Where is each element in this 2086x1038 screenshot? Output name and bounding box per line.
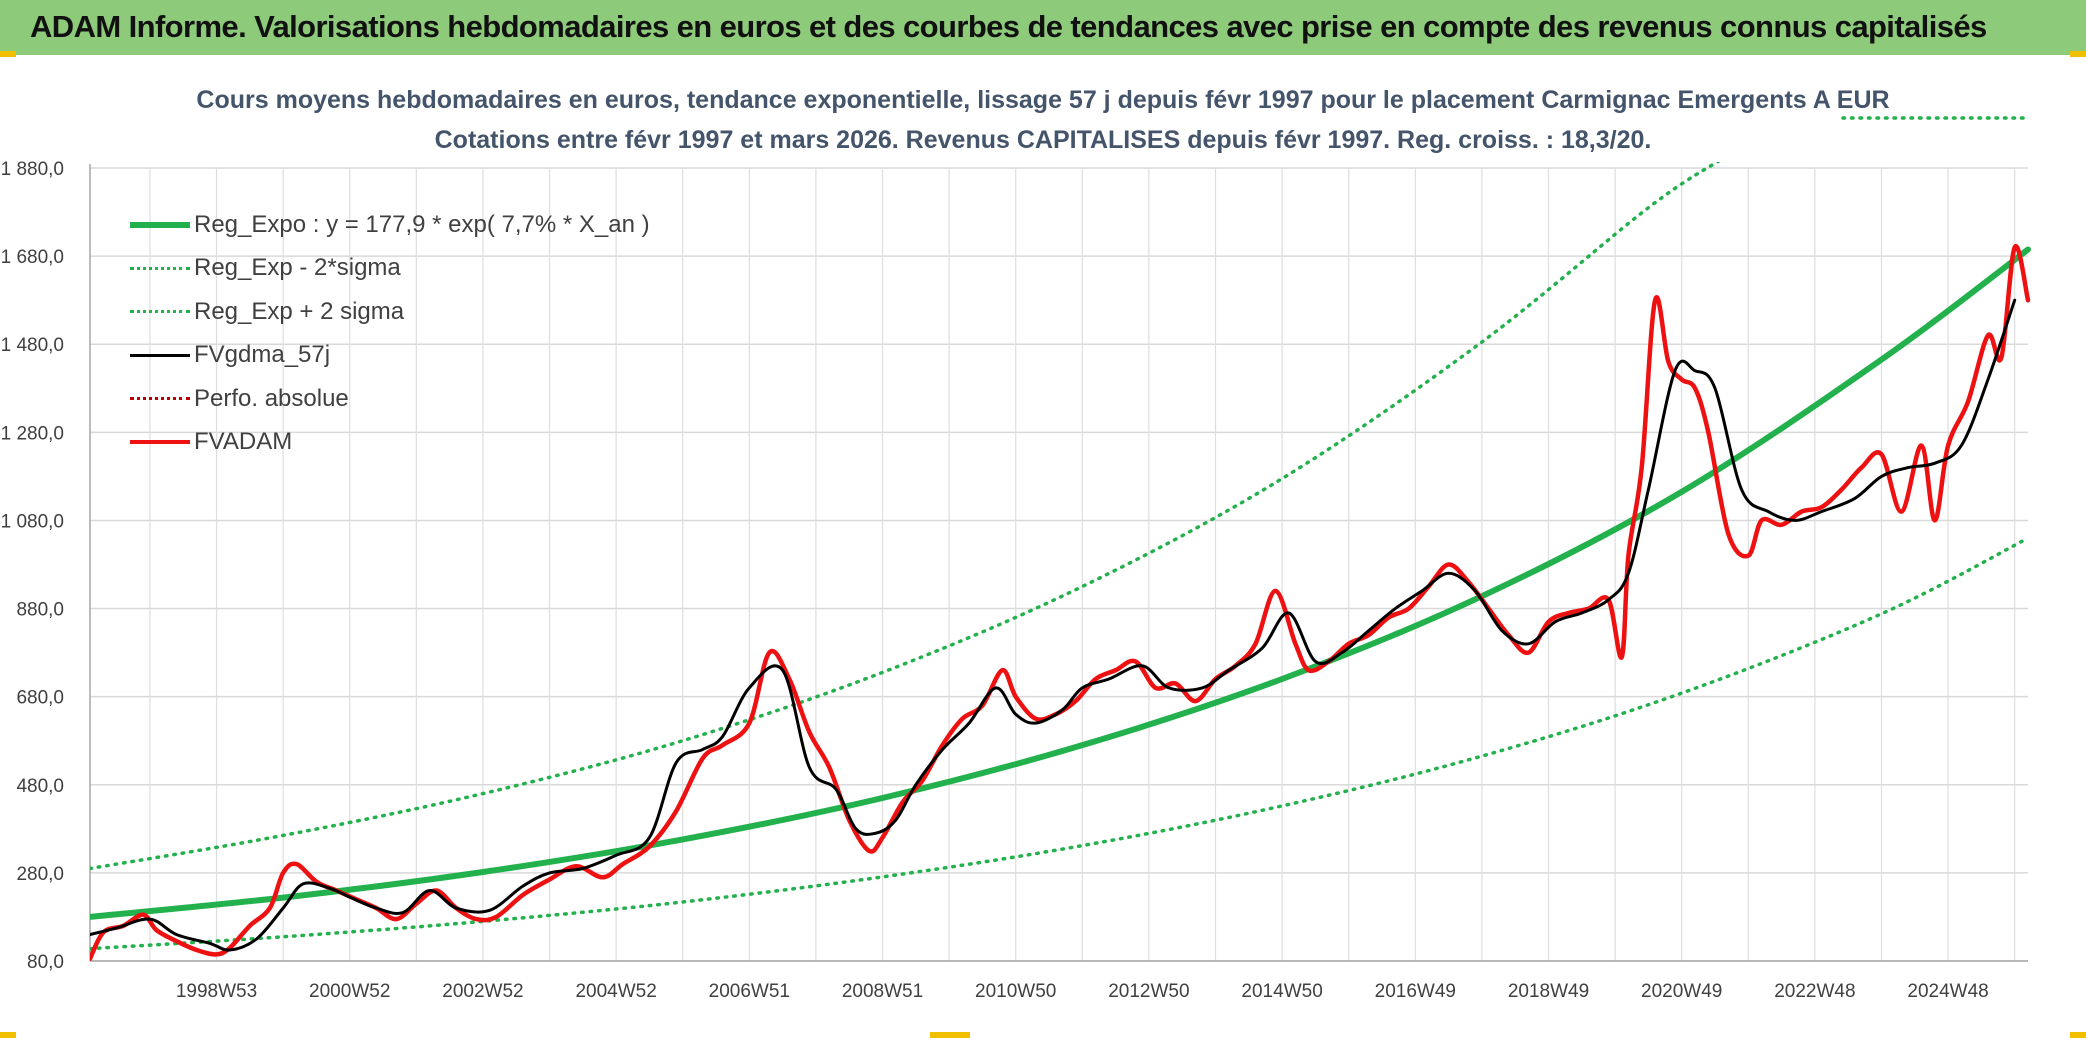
- legend-label: Reg_Exp + 2 sigma: [194, 297, 405, 325]
- series-line-reg-exp-2-sigma: [90, 162, 1721, 871]
- legend-swatch: [130, 440, 190, 445]
- x-tick-label: 2010W50: [975, 981, 1056, 1002]
- bottom-accent-right: [2070, 1032, 2086, 1038]
- y-tick-label: 1 480,0: [1, 335, 64, 356]
- x-tick-label: 2004W52: [575, 981, 656, 1002]
- y-tick-label: 1 680,0: [1, 247, 64, 268]
- legend-swatch: [130, 397, 190, 401]
- x-tick-label: 2012W50: [1108, 981, 1189, 1002]
- x-tick-label: 2016W49: [1375, 981, 1456, 1002]
- y-tick-label: 680,0: [16, 688, 64, 709]
- series-line-fvgdma-57j: [90, 298, 2017, 952]
- y-tick-label: 880,0: [16, 600, 64, 621]
- header-banner: ADAM Informe. Valorisations hebdomadaire…: [0, 0, 2086, 55]
- x-tick-label: 2002W52: [442, 981, 523, 1002]
- legend-item: Reg_Exp + 2 sigma: [130, 290, 650, 334]
- corner-accent-right: [2070, 51, 2086, 57]
- legend-label: Reg_Expo : y = 177,9 * exp( 7,7% * X_an …: [194, 210, 650, 238]
- series-lines: [90, 162, 2031, 961]
- x-tick-label: 2008W51: [842, 981, 923, 1002]
- y-tick-label: 480,0: [16, 776, 64, 797]
- chart-subtitle: Cotations entre févr 1997 et mars 2026. …: [434, 126, 1652, 154]
- legend-swatch: [130, 353, 190, 357]
- legend-item: FVADAM: [130, 421, 650, 465]
- x-tick-label: 2014W50: [1241, 981, 1322, 1002]
- legend-item: FVgdma_57j: [130, 334, 650, 378]
- legend-label: FVADAM: [194, 428, 293, 456]
- chart-title: Cours moyens hebdomadaires en euros, ten…: [196, 86, 1890, 114]
- legend-label: Perfo. absolue: [194, 384, 349, 412]
- legend-item: Reg_Exp - 2*sigma: [130, 247, 650, 291]
- legend-item: Perfo. absolue: [130, 377, 650, 421]
- legend-label: Reg_Exp - 2*sigma: [194, 254, 401, 282]
- y-tick-label: 1 080,0: [1, 511, 64, 532]
- x-tick-label: 2000W52: [309, 981, 390, 1002]
- axes: [89, 164, 2028, 962]
- page-title: ADAM Informe. Valorisations hebdomadaire…: [30, 9, 1987, 44]
- y-tick-label: 1 280,0: [1, 423, 64, 444]
- x-tick-label: 2018W49: [1508, 981, 1589, 1002]
- x-tick-label: 2020W49: [1641, 981, 1722, 1002]
- tick-labels: 80,0 280,0 480,0 680,0 880,0 1 080,0 1 280,0 1 …: [1, 159, 1989, 1002]
- chart-legend: Reg_Expo : y = 177,9 * exp( 7,7% * X_an …: [130, 203, 650, 464]
- legend-label: FVgdma_57j: [194, 341, 331, 369]
- series-line-reg-expo-y-177-9-exp-7-7-x-an: [90, 246, 2031, 920]
- y-tick-label: 280,0: [16, 864, 64, 885]
- legend-swatch: [130, 221, 190, 228]
- y-tick-label: 1 880,0: [1, 159, 64, 180]
- legend-swatch: [130, 310, 190, 314]
- legend-item: Reg_Expo : y = 177,9 * exp( 7,7% * X_an …: [130, 203, 650, 247]
- x-tick-label: 1998W53: [176, 981, 257, 1002]
- bottom-accent-left: [0, 1032, 16, 1038]
- x-tick-label: 2024W48: [1907, 981, 1988, 1002]
- corner-accent-left: [0, 51, 16, 57]
- x-tick-label: 2006W51: [709, 981, 790, 1002]
- x-tick-label: 2022W48: [1774, 981, 1855, 1002]
- bottom-accent-mid: [930, 1032, 970, 1038]
- y-tick-label: 80,0: [27, 952, 64, 973]
- legend-swatch: [130, 266, 190, 270]
